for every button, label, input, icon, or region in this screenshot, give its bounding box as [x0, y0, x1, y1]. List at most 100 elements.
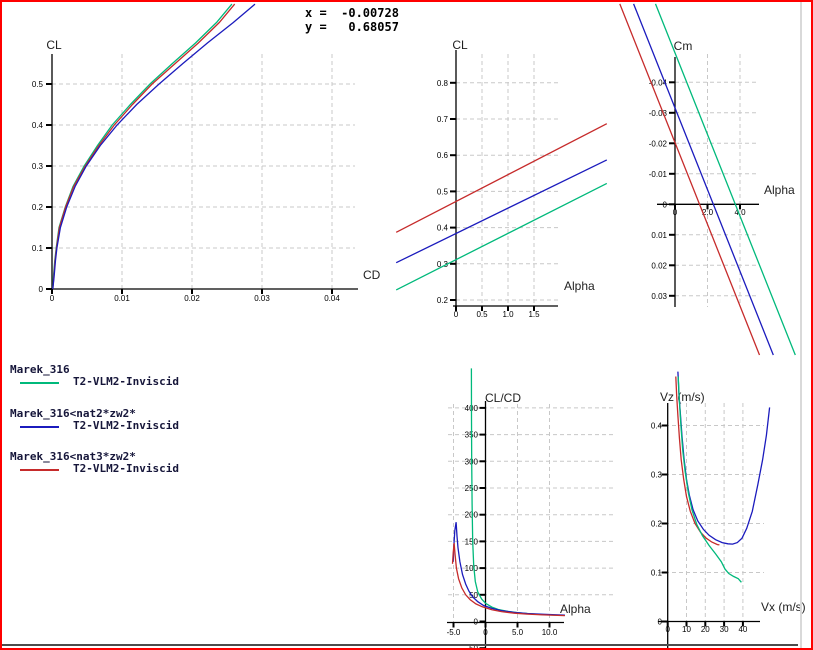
legend-item-polar-3: Marek_316<nat3*zw2* T2-VLM2-Inviscid	[10, 450, 240, 490]
y-tick-label: 0.01	[651, 231, 667, 240]
series-curve	[395, 182, 608, 291]
y-tick-label: 0.8	[437, 79, 449, 88]
y-tick-label: 0.02	[651, 261, 667, 270]
series-curve	[52, 3, 236, 290]
axes	[453, 50, 558, 307]
y-tick-label: -0.01	[649, 170, 668, 179]
y-tick-label: 0	[474, 618, 479, 627]
gridlines	[52, 54, 355, 289]
x-axis-title: Alpha	[764, 183, 795, 197]
axes	[447, 401, 564, 648]
y-tick-label: 0.7	[437, 115, 449, 124]
legend-color-line-green	[20, 382, 59, 384]
y-axis-title: Cm	[674, 39, 693, 53]
x-axis-title: Vx (m/s)	[761, 600, 806, 614]
y-tick-label: 0.4	[651, 422, 663, 431]
legend-polar-name: Marek_316<nat2*zw2*	[10, 407, 136, 420]
x-axis-title: Alpha	[564, 279, 595, 293]
x-tick-label: 2.0	[702, 208, 714, 217]
window-right-edge	[800, 2, 802, 648]
y-tick-label: 0	[658, 618, 663, 627]
y-tick-label: 0.5	[32, 80, 44, 89]
legend-analysis-name: T2-VLM2-Inviscid	[73, 375, 179, 388]
y-tick-label: 0	[663, 200, 668, 209]
x-tick-label: 10.0	[542, 628, 558, 637]
series-curve	[451, 542, 565, 617]
x-tick-label: 10	[682, 625, 691, 634]
series-curve	[395, 123, 608, 233]
y-tick-label: 0.3	[651, 471, 663, 480]
legend-analysis-name: T2-VLM2-Inviscid	[73, 462, 179, 475]
y-tick-label: 0.3	[437, 260, 449, 269]
series-curve	[52, 3, 256, 290]
axis-titles: Cm Alpha	[674, 39, 795, 197]
x-tick-label: 0.02	[184, 294, 200, 303]
chart-cm-vs-alpha[interactable]: 0 2.0 4.0 -0.04 -0.03 -0.02 -0.01 0 0.01 0.02 0.03…	[619, 3, 796, 356]
legend-color-line-red	[20, 469, 59, 471]
x-tick-label: 1.0	[502, 310, 514, 319]
y-tick-label: -0.03	[649, 109, 668, 118]
y-tick-label: -0.02	[649, 139, 668, 148]
tick-marks-and-labels: 0 0.5 1.0 1.5 0.2 0.3 0.4 0.5 0.6 0.7 0.8	[437, 79, 540, 319]
axes	[49, 54, 358, 290]
tick-marks-and-labels: 0 10 20 30 40 0 0.1 0.2 0.3 0.4	[651, 422, 748, 635]
y-tick-label: 150	[465, 537, 479, 546]
x-tick-label: 40	[738, 625, 747, 634]
axis-titles: Vz (m/s) Vx (m/s)	[660, 390, 806, 614]
y-tick-label: 200	[465, 511, 479, 520]
x-tick-label: 0.04	[324, 294, 340, 303]
y-tick-label: 0.6	[437, 151, 449, 160]
y-tick-label: 0	[39, 285, 44, 294]
x-tick-label: 0.5	[476, 310, 488, 319]
y-tick-label: 0.5	[437, 187, 449, 196]
y-tick-label: 0.3	[32, 162, 44, 171]
legend-polar-name: Marek_316<nat3*zw2*	[10, 450, 136, 463]
chart-clcd-vs-alpha[interactable]: -5.0 0 5.0 10.0-50050100150200250300350400C…	[447, 368, 615, 650]
axis-titles: CL/CD Alpha	[485, 391, 591, 616]
x-axis-title: Alpha	[560, 602, 591, 616]
legend-polar-name: Marek_316	[10, 363, 70, 376]
y-tick-label: -50	[466, 644, 478, 650]
series-curve	[452, 522, 565, 616]
series-curve	[675, 376, 720, 546]
tick-marks-and-labels: 0 2.0 4.0 -0.04 -0.03 -0.02 -0.01 0 0.01 0.02 0.03	[649, 78, 746, 300]
y-axis-title: Vz (m/s)	[660, 390, 705, 404]
chart-cl-vs-alpha[interactable]: 0 0.5 1.0 1.5 0.2 0.3 0.4 0.5 0.6 0.7 0.8 CL Alpha	[395, 38, 608, 319]
gridlines	[456, 54, 559, 306]
gridlines	[448, 404, 615, 622]
x-tick-label: 30	[720, 625, 729, 634]
tick-marks-and-labels: 0 0.01 0.02 0.03 0.04 0 0.1 0.2 0.3 0.4 0.5	[32, 80, 340, 303]
axis-titles: CL Alpha	[452, 38, 595, 293]
x-tick-label: 0	[50, 294, 55, 303]
x-tick-label: 0	[673, 208, 678, 217]
chart-cl-vs-cd[interactable]: 0 0.01 0.02 0.03 0.04 0 0.1 0.2 0.3 0.4 0.5 CL CD	[32, 3, 381, 303]
axis-titles: CL CD	[46, 38, 380, 282]
gridlines	[658, 403, 764, 621]
series-curve	[619, 3, 761, 356]
legend-item-polar-2: Marek_316<nat2*zw2* T2-VLM2-Inviscid	[10, 407, 240, 447]
y-tick-label: 0.2	[32, 203, 44, 212]
series-curve	[654, 3, 796, 356]
series-curve	[395, 159, 608, 264]
y-tick-label: 100	[465, 564, 479, 573]
chart-vz-vs-vx[interactable]: 0 10 20 30 40 0 0.1 0.2 0.3 0.4 Vz (m/s) Vx (m/s)	[651, 371, 806, 650]
x-tick-label: -5.0	[447, 628, 461, 637]
series-curve	[677, 376, 742, 583]
x-tick-label: 0.01	[114, 294, 130, 303]
x-axis-title: CD	[363, 268, 381, 282]
series-curve	[52, 3, 233, 290]
y-tick-label: 0.2	[651, 520, 663, 529]
x-tick-label: 0.03	[254, 294, 270, 303]
y-axis-title: CL/CD	[485, 391, 521, 405]
y-tick-label: 50	[469, 591, 478, 600]
legend-item-polar-1: Marek_316 T2-VLM2-Inviscid	[10, 363, 240, 403]
y-axis-title: CL	[46, 38, 62, 52]
y-tick-label: 0.4	[32, 121, 44, 130]
x-tick-label: 20	[701, 625, 710, 634]
axes	[658, 403, 760, 648]
legend-color-line-blue	[20, 426, 59, 428]
x-tick-label: 0	[665, 625, 670, 634]
y-tick-label: 0.03	[651, 292, 667, 301]
